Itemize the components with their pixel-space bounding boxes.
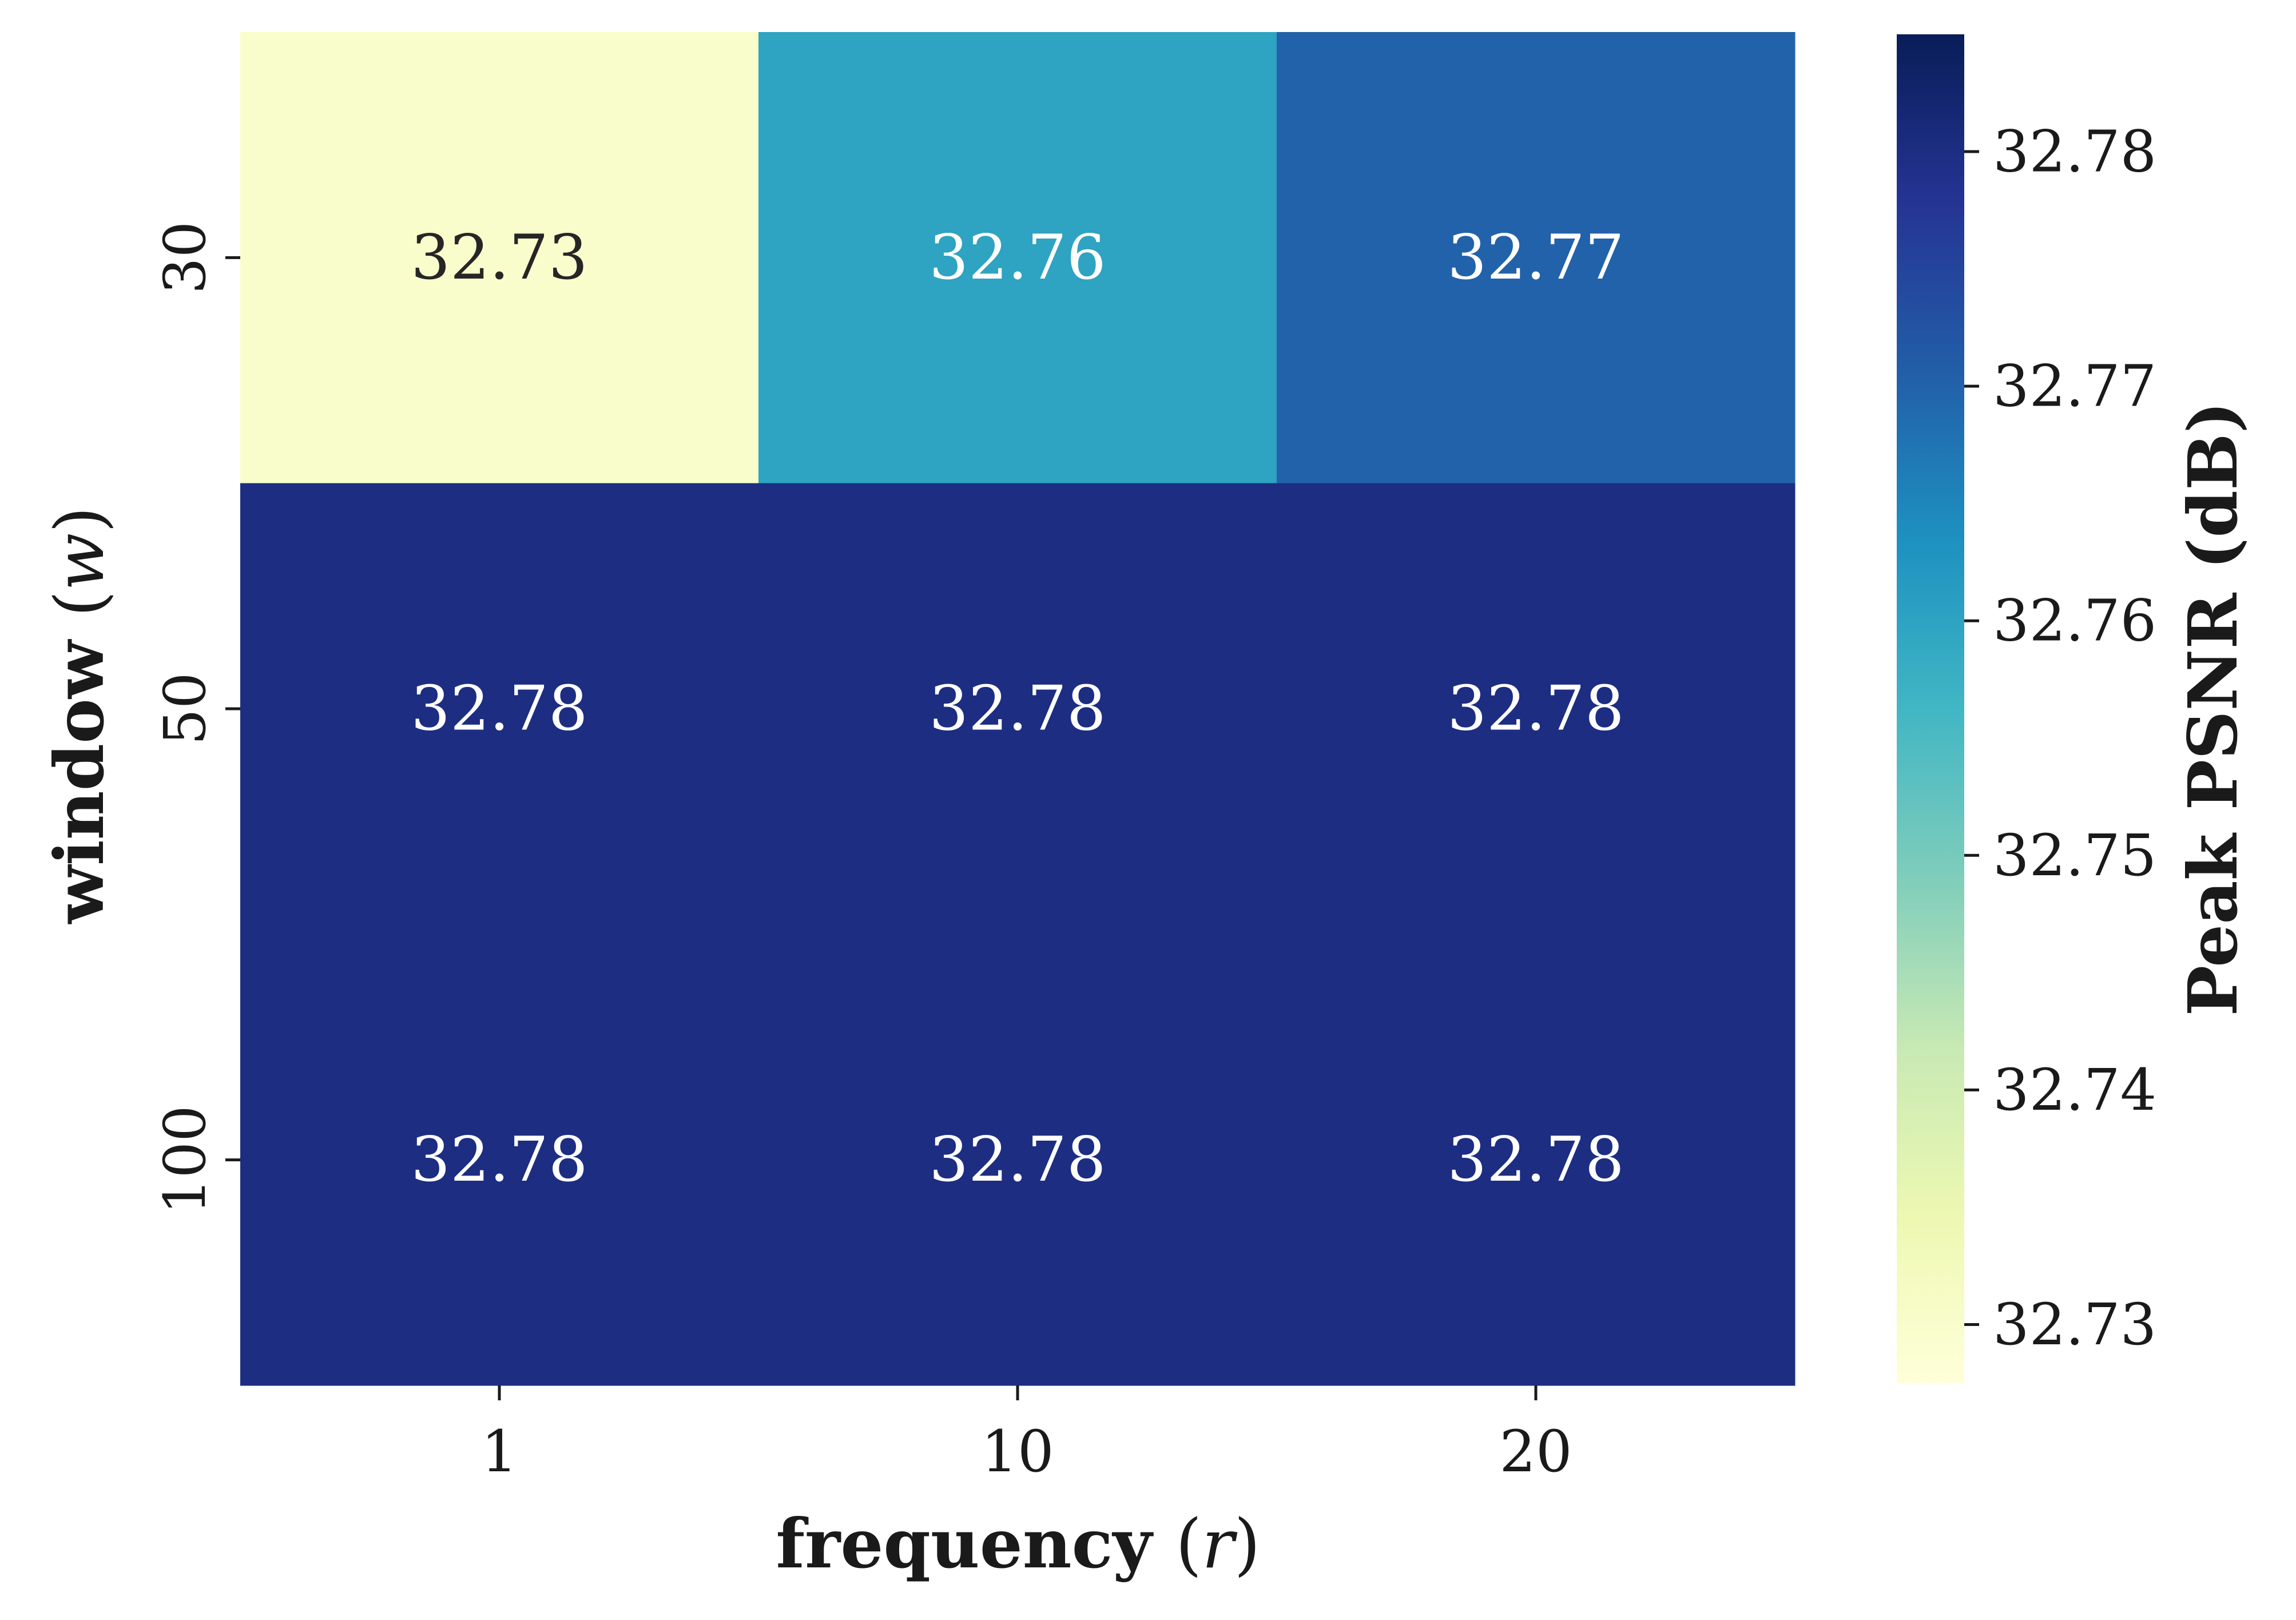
heatmap-cell xyxy=(758,32,1277,484)
heatmap-cell xyxy=(240,483,759,935)
y-tick-label: 30 xyxy=(152,221,219,294)
cell-value-label: 32.78 xyxy=(411,673,587,745)
cell-value-label: 32.78 xyxy=(929,1124,1106,1196)
colorbar-tick-label: 32.74 xyxy=(1993,1057,2156,1123)
colorbar-tick-label: 32.76 xyxy=(1993,587,2156,654)
heatmap-grid: 32.73 32.76 32.77 32.78 32.78 32.78 32.78 32.78… xyxy=(240,32,1796,1386)
y-tick-label: 100 xyxy=(152,1105,219,1214)
colorbar-label: Peak PSNR (dB) xyxy=(2173,402,2253,1017)
colorbar-tick-label: 32.73 xyxy=(1993,1291,2156,1358)
cell-value-label: 32.78 xyxy=(411,1124,587,1196)
colorbar-tick-label: 32.78 xyxy=(1993,118,2156,185)
cell-value-label: 32.73 xyxy=(411,222,587,293)
x-tick-label: 1 xyxy=(481,1418,518,1485)
y-axis-variable: w xyxy=(40,533,119,590)
heatmap-cell xyxy=(1277,32,1796,484)
colorbar xyxy=(1897,34,1964,1383)
colorbar-ticks: 32.73 32.74 32.75 32.76 32.77 32.78 xyxy=(1964,118,2156,1358)
cell-value-label: 32.78 xyxy=(929,673,1106,745)
x-axis-title-text: frequency xyxy=(776,1504,1154,1583)
x-axis-variable: r xyxy=(1202,1504,1238,1583)
cell-value-label: 32.76 xyxy=(929,222,1106,293)
x-tick-label: 20 xyxy=(1499,1418,1572,1485)
colorbar-tick-label: 32.77 xyxy=(1993,353,2156,420)
heatmap-cell xyxy=(240,32,759,484)
heatmap-cell xyxy=(758,934,1277,1386)
x-tick-label: 10 xyxy=(981,1418,1054,1485)
x-axis-title: frequency (r) xyxy=(776,1504,1260,1583)
cell-value-label: 32.77 xyxy=(1447,222,1624,293)
heatmap-cell xyxy=(1277,934,1796,1386)
cell-value-label: 32.78 xyxy=(1447,1124,1624,1196)
heatmap-cell xyxy=(1277,483,1796,935)
cell-value-label: 32.78 xyxy=(1447,673,1624,745)
heatmap-cell xyxy=(240,934,759,1386)
y-axis: 30 50 100 xyxy=(152,221,240,1214)
colorbar-tick-label: 32.75 xyxy=(1993,822,2156,889)
y-axis-title-text: window xyxy=(39,639,119,924)
y-tick-label: 50 xyxy=(152,672,219,745)
y-axis-title: window (w) xyxy=(39,506,119,924)
heatmap-cell xyxy=(758,483,1277,935)
x-axis: 1 10 20 xyxy=(481,1385,1572,1485)
